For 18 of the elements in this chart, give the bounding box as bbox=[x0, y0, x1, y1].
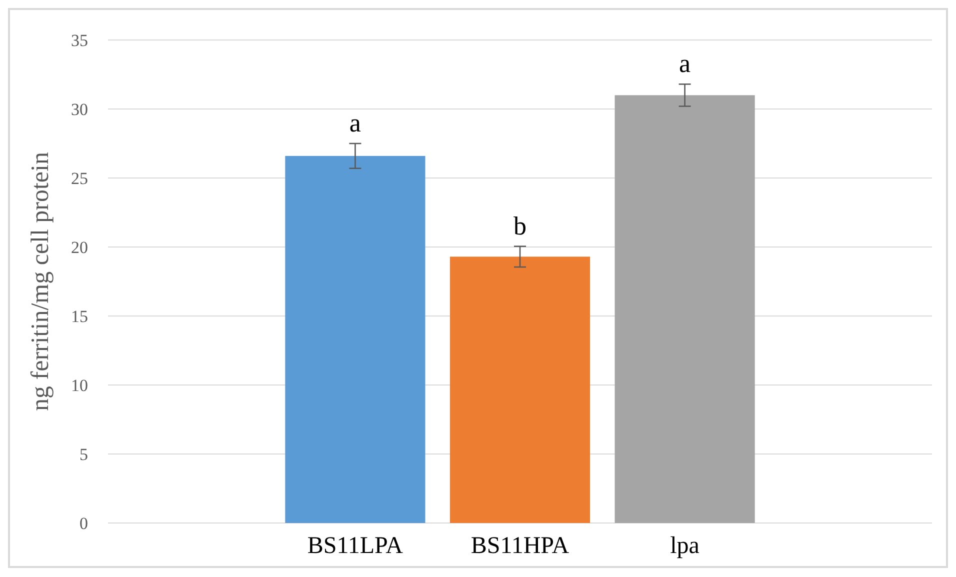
y-tick-label: 5 bbox=[80, 444, 88, 464]
annotation: a bbox=[679, 49, 692, 78]
y-axis-title: ng ferritin/mg cell protein bbox=[27, 152, 54, 411]
x-tick-label: BS11HPA bbox=[470, 533, 570, 559]
x-tick-label: BS11LPA bbox=[307, 533, 404, 559]
annotation: b bbox=[514, 211, 526, 240]
bar bbox=[614, 95, 755, 523]
y-tick-label: 0 bbox=[80, 514, 88, 533]
y-tick-label: 10 bbox=[71, 376, 88, 395]
y-tick-label: 35 bbox=[71, 30, 88, 50]
x-tick-label: lpa bbox=[670, 533, 700, 559]
bar bbox=[285, 156, 426, 523]
annotation: a bbox=[349, 108, 362, 138]
y-tick-label: 15 bbox=[71, 306, 88, 326]
y-tick-label: 20 bbox=[71, 238, 88, 257]
y-tick-label: 30 bbox=[71, 100, 88, 119]
y-tick-label: 25 bbox=[71, 168, 88, 188]
bar bbox=[450, 256, 590, 523]
